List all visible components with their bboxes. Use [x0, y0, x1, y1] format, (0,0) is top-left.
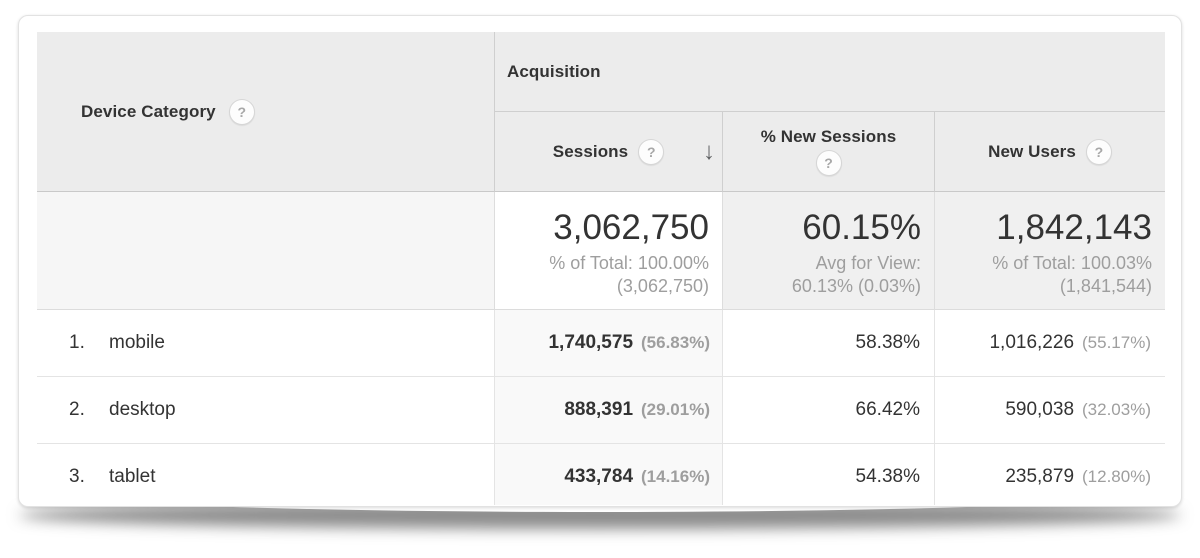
help-icon[interactable]: ? — [1085, 138, 1112, 165]
sessions-value: 888,391 — [564, 399, 634, 420]
sort-descending-arrow-icon[interactable]: ↓ — [703, 137, 715, 165]
summary-percent-new-sessions-cell: 60.15% Avg for View: 60.13% (0.03%) — [723, 192, 935, 310]
new-users-total-value: 1,842,143 — [996, 208, 1152, 247]
row-rank: 3. — [69, 466, 85, 487]
new-users-share: (55.17%) — [1082, 333, 1151, 352]
table-row-percent-new-sessions-cell: 54.38% — [723, 444, 935, 505]
new-users-share: (32.03%) — [1082, 400, 1151, 419]
sessions-total-value: 3,062,750 — [553, 208, 709, 247]
table-row-dimension: 2. desktop — [37, 377, 495, 444]
percent-new-sessions-header-label: % New Sessions — [760, 127, 897, 146]
table-row-percent-new-sessions-cell: 66.42% — [723, 377, 935, 444]
new-users-value: 1,016,226 — [989, 332, 1075, 353]
new-users-value: 235,879 — [1005, 466, 1075, 487]
device-category-table: Device Category ? Acquisition Sessions ?… — [37, 32, 1165, 505]
sessions-share: (56.83%) — [641, 333, 710, 352]
device-value: tablet — [109, 466, 156, 487]
summary-dimension-cell — [37, 192, 495, 310]
acquisition-header-label: Acquisition — [507, 61, 601, 81]
percent-new-sessions-value: 58.38% — [855, 332, 920, 353]
analytics-table-card: Device Category ? Acquisition Sessions ?… — [18, 15, 1182, 507]
summary-new-users-cell: 1,842,143 % of Total: 100.03% (1,841,544… — [935, 192, 1165, 310]
table-row-sessions-cell: 888,391 (29.01%) — [495, 377, 723, 444]
sessions-share: (14.16%) — [641, 467, 710, 486]
sessions-share: (29.01%) — [641, 400, 710, 419]
help-icon[interactable]: ? — [815, 150, 842, 176]
table-row-new-users-cell: 590,038 (32.03%) — [935, 377, 1165, 444]
sessions-value: 1,740,575 — [548, 332, 634, 353]
summary-sessions-cell: 3,062,750 % of Total: 100.00% (3,062,750… — [495, 192, 723, 310]
new-users-total-detail-2: (1,841,544) — [1059, 276, 1152, 296]
sessions-total-detail-1: % of Total: 100.00% — [549, 253, 709, 273]
new-users-header-label: New Users — [988, 141, 1076, 161]
table-row-dimension: 1. mobile — [37, 310, 495, 377]
new-users-value: 590,038 — [1005, 399, 1075, 420]
new-users-share: (12.80%) — [1082, 467, 1151, 486]
table-row-sessions-cell: 433,784 (14.16%) — [495, 444, 723, 505]
percent-new-sessions-value: 54.38% — [855, 466, 920, 487]
table-row-sessions-cell: 1,740,575 (56.83%) — [495, 310, 723, 377]
column-header-device-category[interactable]: Device Category ? — [37, 32, 495, 192]
sessions-value: 433,784 — [564, 466, 634, 487]
table-row-new-users-cell: 1,016,226 (55.17%) — [935, 310, 1165, 377]
percent-new-sessions-total-value: 60.15% — [802, 208, 921, 247]
help-icon[interactable]: ? — [638, 138, 665, 165]
device-category-header-label: Device Category — [81, 101, 216, 121]
percent-new-sessions-total-detail-2: 60.13% (0.03%) — [791, 276, 921, 296]
device-value: desktop — [109, 399, 176, 420]
new-users-total-detail-1: % of Total: 100.03% — [992, 253, 1152, 273]
column-header-new-users[interactable]: New Users ? — [935, 112, 1165, 192]
column-header-percent-new-sessions[interactable]: % New Sessions ? — [723, 112, 935, 192]
help-icon[interactable]: ? — [228, 98, 255, 125]
row-rank: 2. — [69, 399, 85, 420]
table-row-new-users-cell: 235,879 (12.80%) — [935, 444, 1165, 505]
column-header-sessions[interactable]: Sessions ? ↓ — [495, 112, 723, 192]
group-header-acquisition: Acquisition — [495, 32, 1165, 112]
percent-new-sessions-value: 66.42% — [855, 399, 920, 420]
sessions-total-detail-2: (3,062,750) — [616, 276, 709, 296]
sessions-header-label: Sessions — [552, 141, 629, 161]
table-row-percent-new-sessions-cell: 58.38% — [723, 310, 935, 377]
table-row-dimension: 3. tablet — [37, 444, 495, 505]
device-value: mobile — [109, 332, 165, 353]
row-rank: 1. — [69, 332, 85, 353]
percent-new-sessions-total-detail-1: Avg for View: — [815, 253, 921, 273]
